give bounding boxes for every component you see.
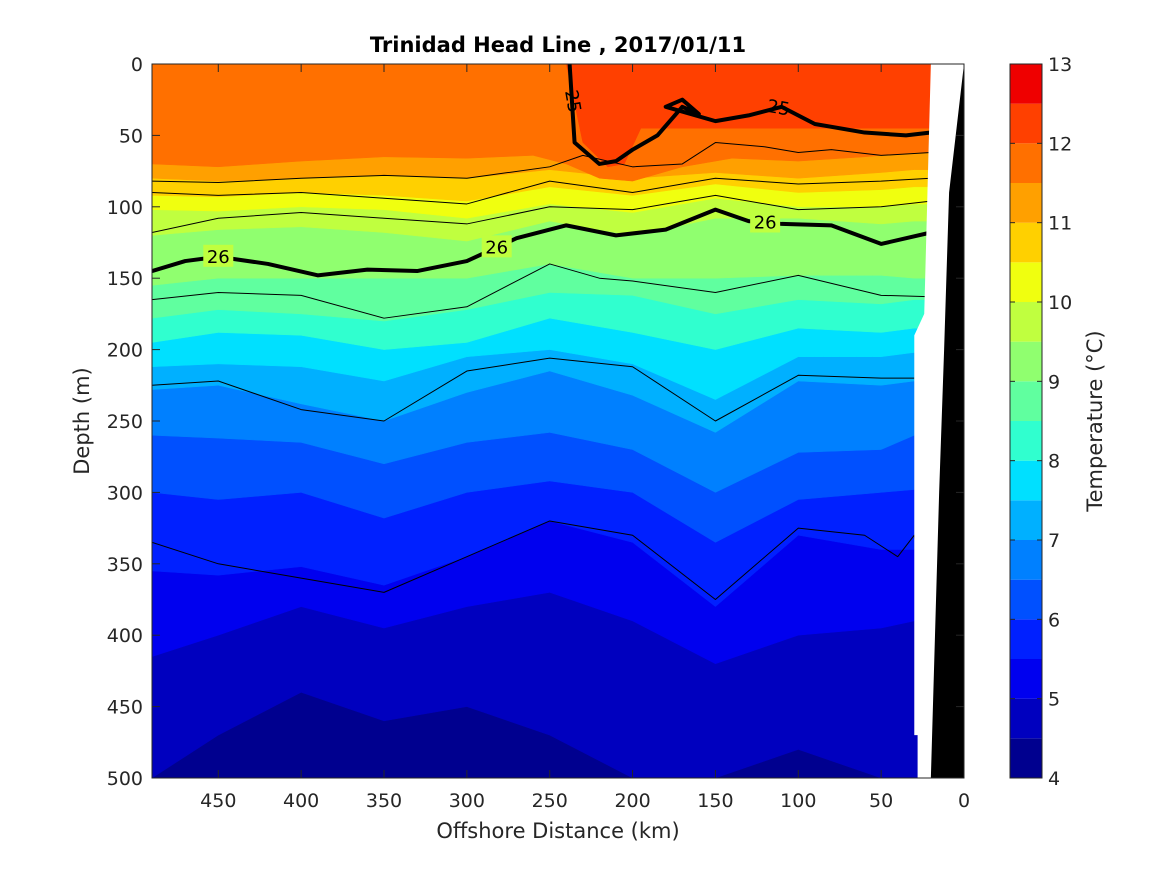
chart-title: Trinidad Head Line , 2017/01/11 <box>370 33 746 57</box>
colorbar-segment <box>1010 64 1042 104</box>
colorbar-segment <box>1010 222 1042 263</box>
x-axis-ticks: 450 400 350 300 250 200 150 100 50 0 <box>200 64 970 812</box>
density-contour-lines: 26 26 26 25 25 <box>152 64 932 600</box>
colorbar-segment <box>1010 500 1042 540</box>
contour-plot-area: 26 26 26 25 25 <box>152 64 964 778</box>
y-tick-label: 300 <box>107 482 143 504</box>
density-contour-25 <box>567 64 932 166</box>
contour-label-26: 26 <box>207 247 230 268</box>
x-tick-label: 400 <box>283 790 319 812</box>
density-contour-1 <box>152 177 931 205</box>
x-tick-label: 450 <box>200 790 236 812</box>
colorbar-segment <box>1010 143 1042 183</box>
colorbar-segment <box>1010 579 1042 620</box>
seafloor-bathymetry <box>914 64 964 778</box>
temperature-contour-fills <box>152 64 964 778</box>
colorbar-tick-label: 6 <box>1048 609 1060 631</box>
y-tick-label: 250 <box>107 411 143 433</box>
contour-label-bg <box>203 244 234 267</box>
colorbar-segment <box>1010 659 1042 699</box>
density-contour-4 <box>152 263 931 319</box>
x-tick-label: 150 <box>697 790 733 812</box>
y-tick-label: 400 <box>107 625 143 647</box>
colorbar-frame <box>1009 63 1043 779</box>
contour-label-25: 25 <box>765 96 791 121</box>
colorbar-label: Temperature (°C) <box>1083 330 1107 512</box>
colorbar-segment <box>1010 341 1042 382</box>
colorbar-segment <box>1010 698 1042 739</box>
x-tick-label: 0 <box>958 790 970 812</box>
colorbar-segment <box>1010 460 1042 501</box>
seafloor <box>930 64 964 778</box>
colorbar <box>1010 64 1042 778</box>
colorbar-tick-label: 10 <box>1048 292 1072 314</box>
density-contour-5 <box>152 357 915 422</box>
colorbar-tick-label: 11 <box>1048 213 1072 235</box>
x-tick-label: 200 <box>614 790 650 812</box>
colorbar-ticks: 4 5 6 7 8 9 10 11 12 13 <box>1010 54 1072 790</box>
x-axis-label: Offshore Distance (km) <box>436 819 679 843</box>
colorbar-segment <box>1010 540 1042 580</box>
y-axis-ticks: 0 50 100 150 200 250 300 350 400 450 500 <box>107 54 964 790</box>
x-tick-label: 300 <box>449 790 485 812</box>
x-tick-label: 350 <box>366 790 402 812</box>
contour-label-25: 25 <box>560 88 585 114</box>
colorbar-tick-label: 13 <box>1048 54 1072 76</box>
y-axis-label: Depth (m) <box>70 367 94 474</box>
y-tick-label: 500 <box>107 768 143 790</box>
colorbar-segment <box>1010 302 1042 342</box>
colorbar-segment <box>1010 103 1042 144</box>
y-tick-label: 150 <box>107 268 143 290</box>
colorbar-segment <box>1010 738 1042 778</box>
y-tick-label: 50 <box>119 125 143 147</box>
y-tick-label: 200 <box>107 340 143 362</box>
colorbar-segment <box>1010 262 1042 302</box>
colorbar-tick-label: 7 <box>1048 530 1060 552</box>
colorbar-segment <box>1010 381 1042 421</box>
colorbar-tick-label: 9 <box>1048 371 1060 393</box>
y-tick-label: 450 <box>107 697 143 719</box>
colorbar-segment <box>1010 619 1042 659</box>
density-contour-6 <box>152 520 924 600</box>
density-contour-0 <box>152 142 931 184</box>
y-tick-label: 100 <box>107 197 143 219</box>
colorbar-tick-label: 5 <box>1048 689 1060 711</box>
colorbar-segment <box>1010 421 1042 461</box>
contour-label-bg <box>481 235 512 258</box>
colorbar-tick-label: 8 <box>1048 451 1060 473</box>
colorbar-segment <box>1010 183 1042 223</box>
contour-label-bg <box>750 210 781 233</box>
colorbar-tick-label: 4 <box>1048 768 1060 790</box>
contour-label-26: 26 <box>754 213 777 234</box>
x-tick-label: 250 <box>532 790 568 812</box>
y-tick-label: 0 <box>131 54 143 76</box>
colorbar-tick-label: 12 <box>1048 133 1072 155</box>
temperature-warm-core <box>566 64 641 167</box>
x-tick-label: 100 <box>780 790 816 812</box>
contour-label-26: 26 <box>485 237 508 258</box>
x-tick-label: 50 <box>869 790 893 812</box>
y-tick-label: 350 <box>107 554 143 576</box>
density-contour-2 <box>152 194 931 233</box>
density-contour-26 <box>152 207 932 278</box>
